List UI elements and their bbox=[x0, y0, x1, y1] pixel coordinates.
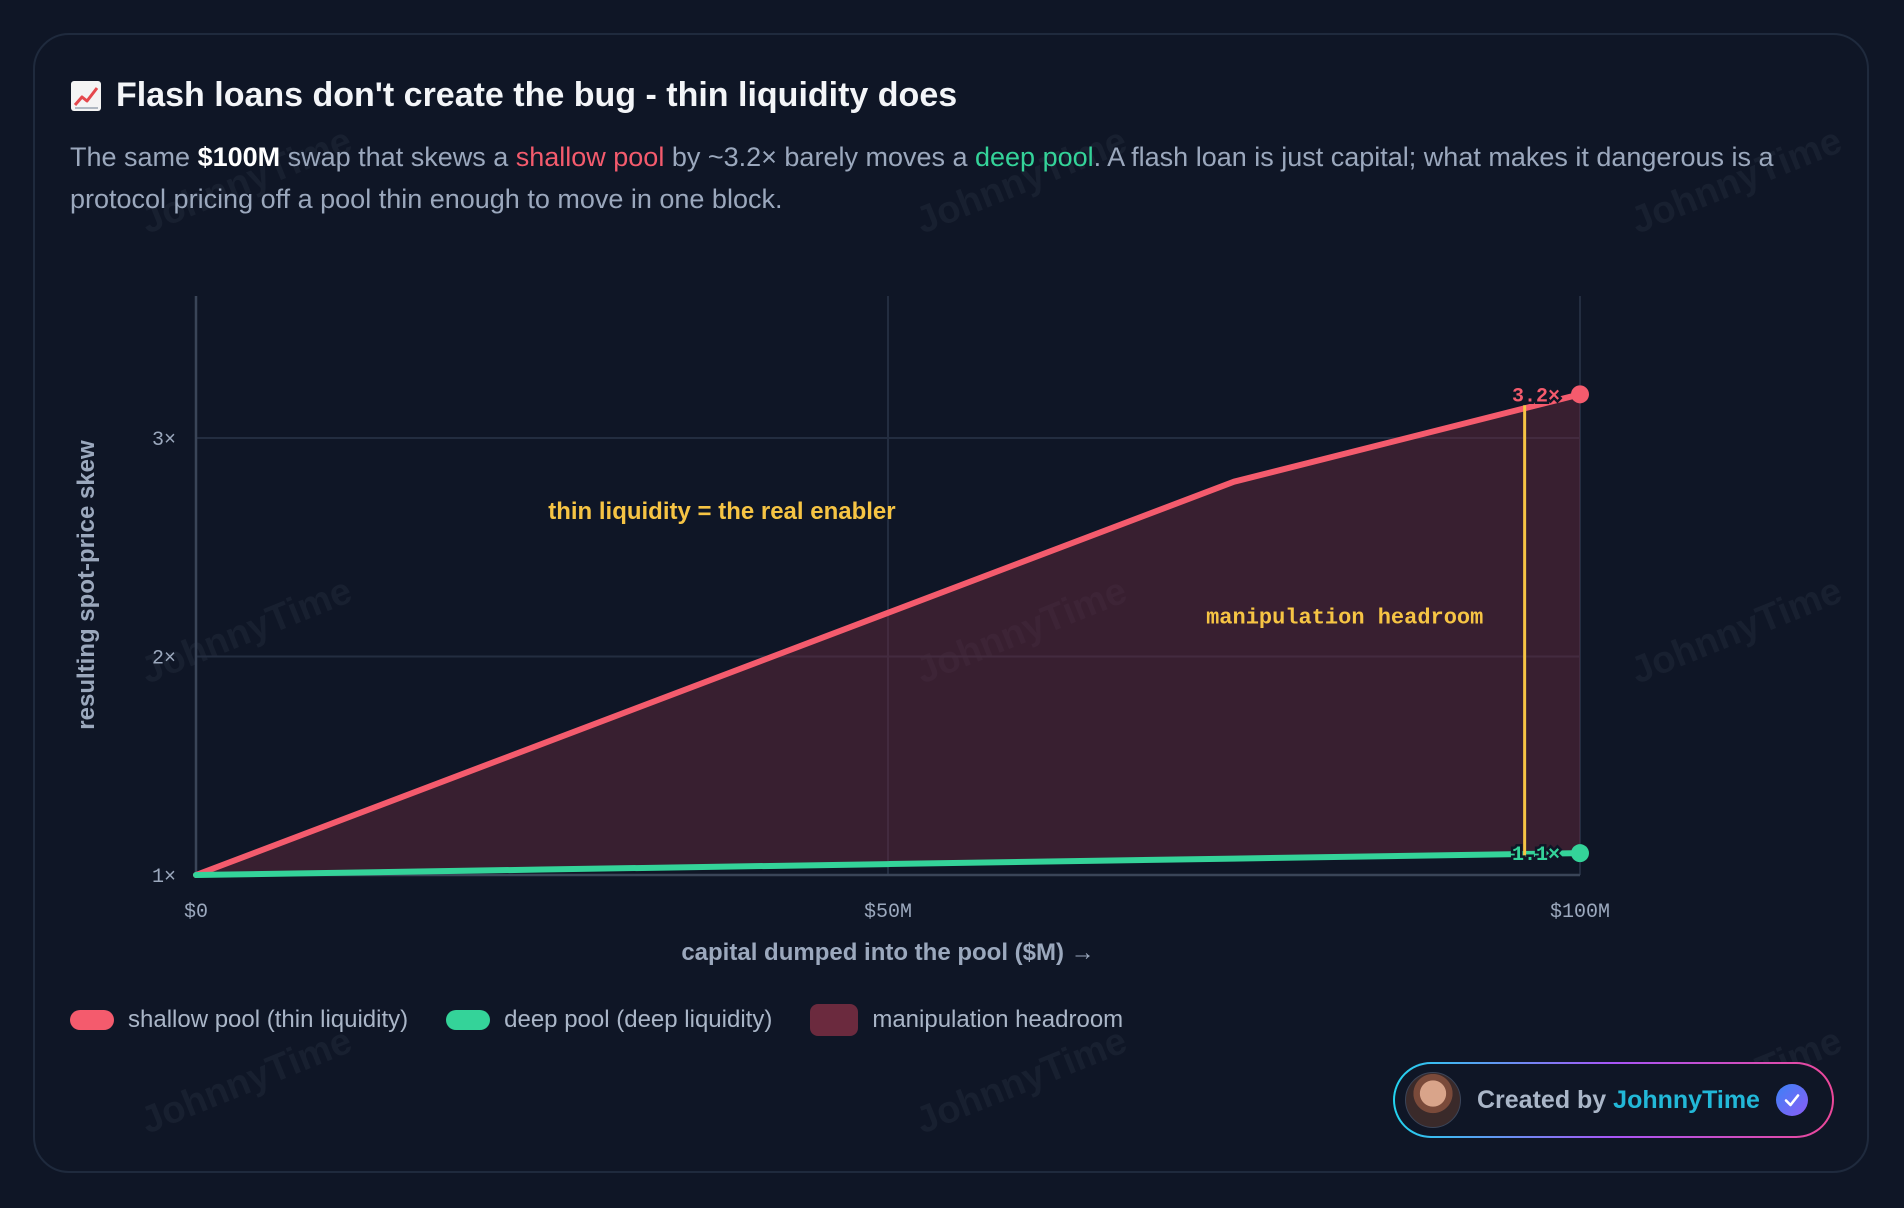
y-axis-label: resulting spot-price skew bbox=[73, 440, 100, 730]
subtitle-shallow-pool: shallow pool bbox=[515, 142, 665, 172]
x-tick-label: $0 bbox=[184, 901, 208, 924]
deep-pool-line bbox=[193, 850, 1583, 878]
chart-subtitle: The same $100M swap that skews a shallow… bbox=[70, 136, 1840, 220]
legend-swatch bbox=[446, 1010, 491, 1030]
chart-legend: shallow pool (thin liquidity) deep pool … bbox=[70, 1004, 1161, 1036]
shallow-pool-endpoint bbox=[1571, 385, 1589, 404]
chart-title-text: Flash loans don't create the bug - thin … bbox=[116, 76, 958, 114]
annotation-thin-liquidity: thin liquidity = the real enabler bbox=[548, 498, 895, 525]
legend-item-manipulation-headroom: manipulation headroom bbox=[810, 1004, 1123, 1036]
subtitle-text: swap that skews a bbox=[280, 142, 516, 172]
subtitle-text: by ~3.2× barely moves a bbox=[664, 142, 975, 172]
verified-check-icon bbox=[1775, 1084, 1808, 1116]
subtitle-text: . A flash loan is just capital; what mak… bbox=[70, 142, 1774, 214]
subtitle-deep-pool: deep pool bbox=[975, 142, 1094, 172]
creator-text: Created by JohnnyTime bbox=[1477, 1086, 1760, 1115]
deep-pool-end-label: 1.1× bbox=[1512, 844, 1560, 867]
chart-increasing-icon bbox=[71, 80, 101, 111]
manipulation-headroom-area bbox=[196, 394, 1580, 875]
y-tick-label: 2× bbox=[152, 648, 176, 671]
creator-prefix: Created by bbox=[1477, 1085, 1614, 1114]
chart-title: Flash loans don't create the bug - thin … bbox=[70, 76, 957, 115]
legend-swatch bbox=[70, 1010, 114, 1030]
chart-card: JohnnyTime JohnnyTime JohnnyTime JohnnyT… bbox=[33, 33, 1869, 1173]
annotation-manipulation-headroom: manipulation headroom bbox=[1206, 606, 1483, 631]
x-axis-label: capital dumped into the pool ($M) → bbox=[681, 939, 1094, 966]
creator-badge[interactable]: Created by JohnnyTime bbox=[1393, 1062, 1834, 1138]
deep-pool-endpoint bbox=[1571, 844, 1589, 863]
legend-item-deep-pool: deep pool (deep liquidity) bbox=[446, 1006, 772, 1034]
creator-name: JohnnyTime bbox=[1613, 1085, 1760, 1114]
x-tick-label: $100M bbox=[1550, 901, 1610, 924]
subtitle-text: The same bbox=[70, 142, 198, 172]
legend-label: deep pool (deep liquidity) bbox=[504, 1006, 773, 1033]
legend-label: shallow pool (thin liquidity) bbox=[128, 1006, 409, 1033]
legend-item-shallow-pool: shallow pool (thin liquidity) bbox=[70, 1006, 408, 1034]
legend-swatch bbox=[810, 1004, 859, 1036]
x-tick-label: $50M bbox=[864, 901, 912, 924]
y-tick-label: 1× bbox=[152, 866, 176, 889]
legend-label: manipulation headroom bbox=[872, 1006, 1124, 1033]
shallow-pool-end-label: 3.2× bbox=[1512, 385, 1560, 408]
y-tick-label: 3× bbox=[152, 429, 176, 452]
creator-badge-inner: Created by JohnnyTime bbox=[1395, 1064, 1832, 1136]
shallow-pool-line bbox=[193, 391, 1583, 878]
avatar bbox=[1405, 1072, 1461, 1128]
subtitle-amount: $100M bbox=[197, 142, 281, 172]
